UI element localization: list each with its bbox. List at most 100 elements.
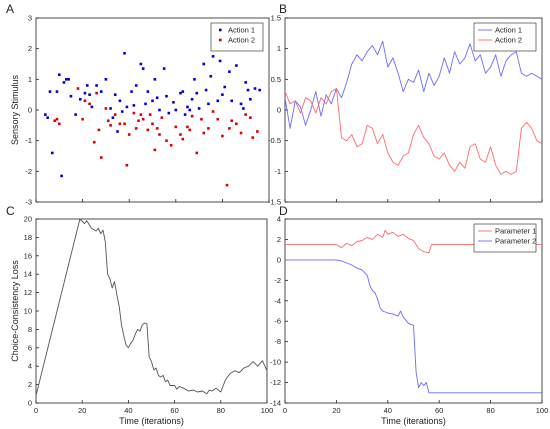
scatter-point-action-2 <box>239 131 243 135</box>
scatter-point-action-2 <box>106 119 110 123</box>
scatter-point-action-1 <box>167 111 171 115</box>
scatter-point-action-1 <box>181 90 185 93</box>
scatter-point-action-2 <box>137 119 140 123</box>
scatter-point-action-2 <box>195 151 199 155</box>
y-tick-label: 10 <box>24 307 32 316</box>
scatter-point-action-1 <box>104 78 108 81</box>
x-tick-label: 60 <box>435 406 443 415</box>
y-tick-label: 0.5 <box>271 75 281 84</box>
scatter-point-action-2 <box>58 122 61 126</box>
y-tick-label: -1 <box>25 136 32 145</box>
scatter-point-action-2 <box>155 127 159 130</box>
scatter-point-action-1 <box>123 51 126 55</box>
scatter-point-action-1 <box>113 93 117 96</box>
y-tick-label: -2 <box>25 167 32 176</box>
legend-box <box>473 22 537 52</box>
scatter-point-action-1 <box>118 99 122 103</box>
scatter-point-action-1 <box>253 87 257 90</box>
scatter-point-action-1 <box>211 55 215 58</box>
scatter-point-action-2 <box>179 133 182 136</box>
scatter-point-action-2 <box>109 124 112 127</box>
scatter-point-action-1 <box>190 97 194 101</box>
scatter-point-action-1 <box>258 88 261 92</box>
y-tick-label: -12 <box>270 378 281 387</box>
panel-label: C <box>6 204 15 218</box>
x-tick-label: 100 <box>261 406 274 415</box>
scatter-point-action-2 <box>153 148 157 152</box>
scatter-point-action-2 <box>244 113 247 116</box>
series-line-action-2 <box>284 88 543 175</box>
y-axis-label: Choice-Consistency Loss <box>10 260 20 362</box>
series-line-parameter-1 <box>285 229 542 254</box>
scatter-point-action-1 <box>230 99 234 103</box>
scatter-point-action-2 <box>235 122 238 126</box>
y-tick-label: 0 <box>28 399 32 408</box>
scatter-point-action-2 <box>134 127 138 130</box>
x-tick-label: 0 <box>283 406 287 415</box>
scatter-point-action-1 <box>95 84 98 87</box>
x-axis-label: Time (iterations) <box>119 416 184 426</box>
scatter-point-action-1 <box>153 78 157 81</box>
scatter-point-action-2 <box>202 131 206 135</box>
scatter-point-action-1 <box>67 78 70 81</box>
x-axis-label: Time (iterations) <box>381 416 446 426</box>
scatter-point-action-2 <box>97 128 101 132</box>
plot-frame <box>284 218 543 404</box>
y-tick-label: -0.5 <box>268 136 281 145</box>
legend-entry: Action 2 <box>228 36 255 45</box>
series-line-parameter-2 <box>285 259 542 394</box>
scatter-point-action-1 <box>183 113 187 116</box>
panel-label: D <box>279 204 288 218</box>
scatter-point-action-1 <box>221 93 224 96</box>
scatter-point-action-2 <box>207 127 210 130</box>
y-tick-label: 1.5 <box>271 14 281 23</box>
scatter-point-action-2 <box>211 110 215 113</box>
scatter-point-action-1 <box>239 102 243 106</box>
scatter-point-action-1 <box>78 97 82 101</box>
x-tick-label: 80 <box>217 406 225 415</box>
y-axis-label: Sensory Stimulus <box>10 74 20 145</box>
scatter-point-action-1 <box>223 85 227 89</box>
scatter-point-action-1 <box>120 110 124 113</box>
scatter-point-action-1 <box>158 108 161 112</box>
scatter-point-action-1 <box>111 116 115 119</box>
series-line-action-1 <box>284 40 543 129</box>
legend-entry: Action 2 <box>495 36 522 45</box>
scatter-point-action-2 <box>256 130 259 133</box>
scatter-point-action-1 <box>188 108 192 112</box>
y-tick-label: 18 <box>24 233 32 242</box>
scatter-point-action-2 <box>249 116 252 119</box>
scatter-point-action-2 <box>158 133 161 136</box>
scatter-point-action-1 <box>83 91 87 95</box>
scatter-point-action-1 <box>197 107 201 110</box>
scatter-point-action-2 <box>228 127 231 130</box>
scatter-point-action-2 <box>165 139 168 142</box>
scatter-point-action-2 <box>160 116 164 119</box>
x-tick-label: 100 <box>536 406 549 415</box>
y-tick-label: 0 <box>28 106 32 115</box>
scatter-point-action-1 <box>218 59 222 63</box>
scatter-point-action-2 <box>146 128 150 132</box>
scatter-point-action-1 <box>204 88 208 92</box>
scatter-point-action-2 <box>55 117 59 121</box>
scatter-point-action-2 <box>104 107 108 110</box>
scatter-point-action-2 <box>230 119 234 123</box>
scatter-point-action-2 <box>76 87 80 90</box>
scatter-point-action-1 <box>134 84 138 87</box>
scatter-point-action-2 <box>251 136 254 139</box>
legend-entry: Parameter 2 <box>495 237 536 246</box>
scatter-point-action-2 <box>186 125 189 129</box>
y-tick-label: 14 <box>24 270 32 279</box>
panel-label: A <box>6 2 14 16</box>
panel-a: A -3 -2 -1 0 1 2 3 Sensory Stimulus Action 1Actio… <box>6 2 270 207</box>
y-tick-label: 2 <box>28 44 32 53</box>
scatter-point-action-2 <box>200 117 203 121</box>
y-tick-label: 1 <box>28 75 32 84</box>
scatter-point-action-2 <box>92 140 96 144</box>
scatter-point-action-1 <box>55 90 59 93</box>
scatter-point-action-1 <box>172 101 175 104</box>
scatter-point-action-2 <box>53 119 56 123</box>
